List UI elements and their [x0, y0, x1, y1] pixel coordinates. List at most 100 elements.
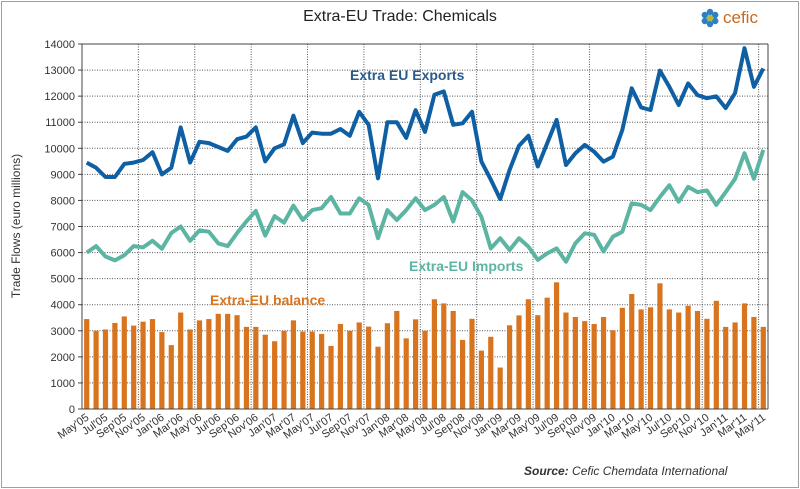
y-tick-label: 12000 [44, 91, 75, 103]
balance-bar [638, 309, 644, 409]
balance-bar [619, 307, 625, 409]
balance-bar [629, 294, 635, 409]
balance-bar [741, 303, 748, 409]
balance-bars [84, 282, 766, 409]
balance-series-label: Extra-EU balance [210, 292, 325, 308]
balance-bar [657, 283, 663, 409]
balance-bar [751, 316, 757, 409]
balance-bar [234, 315, 240, 409]
balance-bar [84, 319, 90, 409]
balance-bar [253, 326, 259, 409]
chart-title: Extra-EU Trade: Chemicals [303, 8, 497, 25]
imports-series-label: Extra-EU Imports [409, 258, 524, 274]
series-lines [85, 46, 766, 264]
balance-bar [140, 321, 146, 409]
balance-bar [450, 310, 456, 409]
y-tick-label: 11000 [45, 117, 75, 129]
balance-bar [610, 330, 616, 409]
y-tick-label: 5000 [51, 274, 75, 286]
balance-bar [328, 345, 334, 409]
balance-bar [309, 331, 315, 409]
balance-bar [422, 330, 428, 409]
balance-bar [347, 330, 353, 409]
balance-bar [131, 325, 137, 409]
balance-bar [413, 319, 419, 409]
balance-bar [403, 338, 409, 409]
balance-bar [300, 331, 306, 409]
balance-bar [168, 345, 174, 409]
balance-bar [760, 326, 766, 409]
balance-bar [582, 321, 588, 409]
balance-bar [676, 312, 682, 409]
x-tick-labels: May'05Jul'05Sep'05Nov'05Jan'06Mar'06May'… [56, 412, 768, 442]
source-label: Source: [524, 464, 569, 478]
balance-bar [553, 282, 560, 409]
y-tick-label: 0 [69, 404, 75, 416]
balance-bar [666, 309, 672, 409]
balance-bar [196, 320, 203, 409]
balance-bar [694, 310, 701, 409]
balance-bar [243, 326, 250, 409]
balance-bar [178, 312, 184, 409]
balance-bar [723, 326, 729, 409]
cefic-logo: cefic [700, 8, 758, 28]
balance-bar [356, 322, 362, 409]
balance-bar [516, 315, 522, 409]
y-tick-label: 2000 [51, 352, 75, 364]
balance-bar [272, 341, 278, 409]
balance-bar [431, 299, 437, 409]
logo-text: cefic [723, 8, 758, 27]
balance-bar [290, 320, 297, 409]
balance-bar [262, 334, 268, 409]
imports-line [85, 149, 766, 264]
balance-bar [93, 330, 99, 409]
balance-bar [366, 326, 372, 409]
balance-bar [497, 367, 503, 409]
balance-bar [563, 312, 569, 409]
y-tick-label: 14000 [44, 39, 75, 51]
balance-bar [441, 303, 447, 409]
balance-bar [535, 315, 541, 409]
balance-bar [102, 329, 109, 409]
balance-bar [685, 305, 691, 409]
balance-bar [732, 322, 738, 409]
balance-bar [544, 297, 550, 409]
balance-bar [713, 300, 719, 409]
balance-bar [375, 346, 381, 409]
balance-bar [469, 318, 475, 409]
y-tick-label: 10000 [44, 143, 75, 155]
balance-bar [647, 307, 654, 409]
source-text: Cefic Chemdata International [572, 464, 728, 478]
balance-bar [591, 324, 597, 409]
y-axis-label: Trade Flows (euro millions) [9, 154, 23, 298]
balance-bar [319, 333, 325, 409]
balance-bar [121, 316, 127, 409]
balance-bar [215, 313, 221, 409]
balance-bar [704, 318, 710, 409]
axes [78, 43, 769, 410]
exports-line [85, 46, 766, 202]
balance-bar [149, 319, 156, 409]
balance-bar [337, 324, 344, 409]
balance-bar [572, 316, 578, 409]
balance-bar [384, 323, 391, 409]
y-tick-label: 9000 [51, 169, 75, 181]
balance-bar [225, 313, 231, 409]
cefic-flower-icon [701, 8, 719, 28]
balance-bar [525, 299, 531, 409]
y-tick-label: 3000 [51, 326, 75, 338]
y-tick-label: 4000 [51, 300, 75, 312]
balance-bar [281, 330, 287, 409]
balance-bar [206, 319, 212, 409]
balance-bar [187, 329, 193, 409]
balance-bar [488, 336, 494, 409]
y-tick-label: 8000 [51, 195, 75, 207]
exports-series-label: Extra EU Exports [350, 67, 465, 83]
balance-bar [112, 322, 118, 409]
source-note: Source: Cefic Chemdata International [524, 464, 727, 478]
y-tick-label: 1000 [51, 378, 75, 390]
y-tick-label: 13000 [44, 65, 75, 77]
